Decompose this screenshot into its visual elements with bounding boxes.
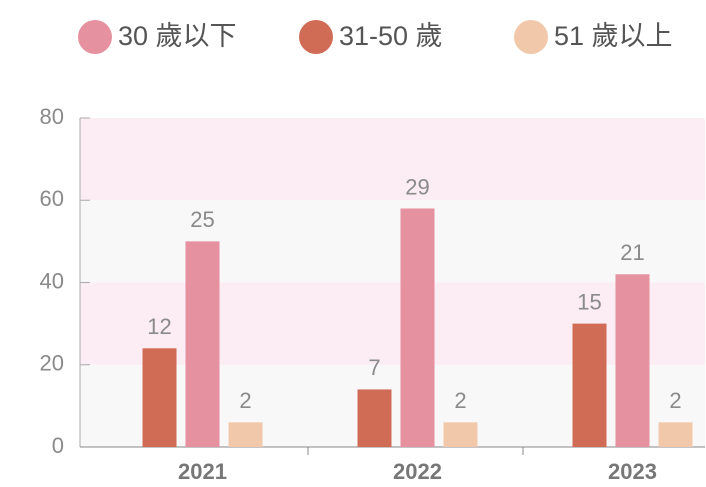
value-label: 12 [147,314,171,339]
legend-label: 31-50 歲 [339,21,443,51]
bar [142,348,177,447]
value-label: 2 [454,388,466,413]
legend-label: 51 歲以上 [554,21,673,51]
band [80,200,705,283]
legend-swatch [514,20,548,54]
y-tick-label: 40 [40,268,64,293]
bar [357,389,392,447]
bar [185,241,220,447]
bar [400,208,435,447]
y-tick-label: 80 [40,104,64,129]
y-tick-label: 20 [40,351,64,376]
legend-swatch [78,20,112,54]
x-tick-label: 2022 [393,459,442,484]
y-tick-label: 60 [40,186,64,211]
value-label: 2 [239,388,251,413]
bar [228,422,263,447]
y-tick-label: 0 [52,433,64,458]
value-label: 2 [669,388,681,413]
value-label: 7 [368,355,380,380]
x-tick-label: 2023 [608,459,657,484]
value-label: 25 [190,207,214,232]
legend-label: 30 歲以下 [118,21,237,51]
value-label: 21 [620,240,644,265]
legend-swatch [299,20,333,54]
value-label: 29 [405,174,429,199]
bar [572,323,607,447]
bar [658,422,693,447]
value-label: 15 [577,289,601,314]
bar [443,422,478,447]
bar [615,274,650,447]
x-tick-label: 2021 [178,459,227,484]
band [80,118,705,201]
